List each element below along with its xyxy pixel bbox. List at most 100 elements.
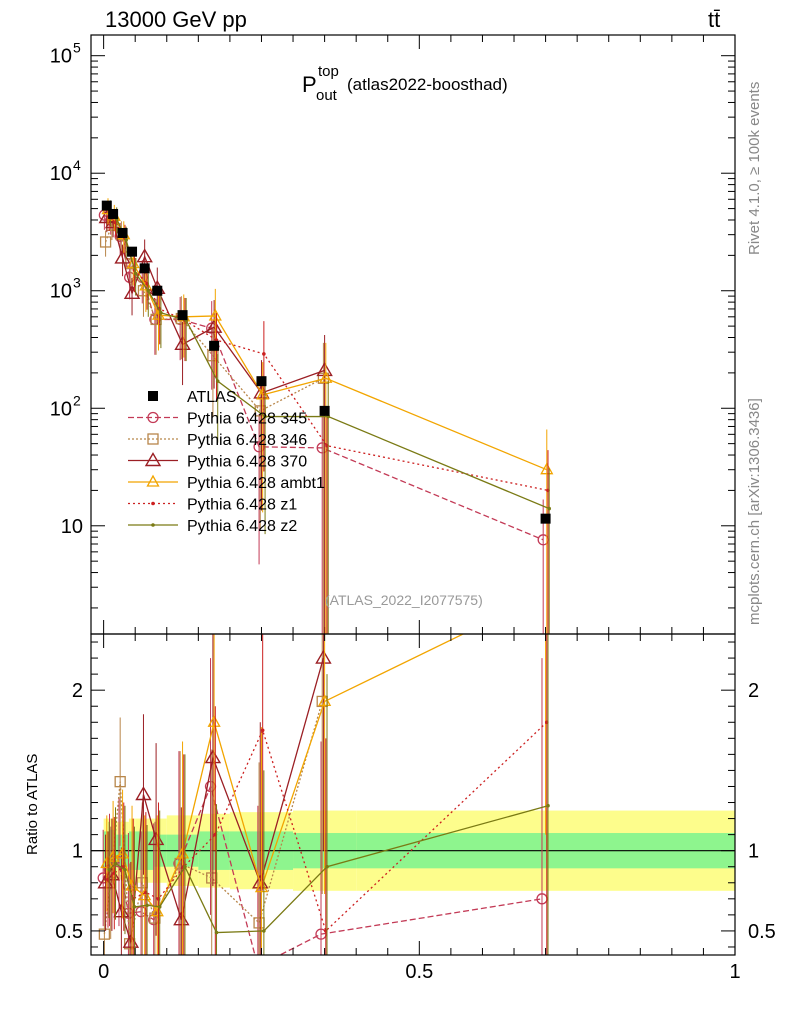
series-line-370 xyxy=(106,216,325,394)
ratio-point-370 xyxy=(204,749,222,764)
ratio-point-346 xyxy=(98,928,111,940)
legend-item-345: Pythia 6.428 345 xyxy=(128,411,307,428)
legend-label: ATLAS xyxy=(187,389,237,406)
legend-marker-z1 xyxy=(151,501,155,506)
ratio-series-370 xyxy=(97,634,332,955)
ratio-ytick-label: 1 xyxy=(72,841,83,863)
ratio-ytick-label-right: 0.5 xyxy=(748,921,776,943)
legend-item-346: Pythia 6.428 346 xyxy=(128,432,307,449)
ratio-point-345 xyxy=(253,961,263,971)
legend-marker-ambt1 xyxy=(146,474,160,487)
ratio-point-z2 xyxy=(183,864,187,869)
ratio-point-z2 xyxy=(107,868,111,872)
legend-label: Pythia 6.428 z2 xyxy=(187,518,297,535)
ratio-point-z2 xyxy=(262,929,266,933)
series-ambt1 xyxy=(101,198,554,634)
point-ATLAS xyxy=(209,340,220,351)
point-370 xyxy=(136,248,153,263)
point-z2 xyxy=(159,310,163,315)
ratio-line-370 xyxy=(105,657,325,943)
point-ATLAS xyxy=(540,513,551,524)
title-suffix: (atlas2022-boosthad) xyxy=(347,75,508,94)
point-ATLAS xyxy=(177,310,188,321)
ratio-panel: 0.5 0.5 1 1 2 2 0 0.5 1 xyxy=(55,633,776,983)
ratio-data xyxy=(97,634,550,971)
main-frame xyxy=(90,34,736,635)
point-z2 xyxy=(124,238,128,242)
ratio-point-z2 xyxy=(113,861,118,866)
main-ytick-label: 10 xyxy=(61,516,83,538)
ratio-xtick-label: 0.5 xyxy=(405,961,433,983)
point-ATLAS xyxy=(117,227,128,238)
main-ytick-label: 10 xyxy=(50,163,72,185)
ratio-point-370 xyxy=(315,649,332,664)
ratio-ytick-label: 2 xyxy=(72,680,83,702)
legend: ATLAS Pythia 6.428 345 Pythia 6.428 346 Pyt… xyxy=(128,389,325,535)
series-line-z2 xyxy=(109,211,550,510)
legend-marker-370 xyxy=(144,452,162,467)
ratio-line-z1 xyxy=(107,721,548,933)
ratio-ytick-label-right: 2 xyxy=(748,680,759,702)
ratio-ytick-label-right: 1 xyxy=(748,841,759,863)
legend-marker-z2 xyxy=(151,523,155,527)
legend-item-ATLAS: ATLAS xyxy=(148,389,237,406)
legend-marker-345 xyxy=(147,411,159,424)
ratio-point-z2 xyxy=(325,864,329,869)
point-346 xyxy=(99,236,112,248)
point-z2 xyxy=(133,271,138,276)
ratio-point-z2 xyxy=(214,930,219,935)
series-z2 xyxy=(108,200,551,634)
legend-label: Pythia 6.428 370 xyxy=(187,454,307,471)
point-z2 xyxy=(146,288,151,293)
ratio-point-z2 xyxy=(132,905,137,909)
title-sub: out xyxy=(316,87,338,104)
main-ytick-label: 10 xyxy=(50,46,72,68)
legend-item-ambt1: Pythia 6.428 ambt1 xyxy=(128,474,325,492)
point-ATLAS xyxy=(256,376,267,387)
main-ytick-exp: 5 xyxy=(73,40,81,56)
point-ambt1 xyxy=(319,370,333,383)
ratio-xtick-label: 0 xyxy=(98,961,109,983)
point-ATLAS xyxy=(101,200,112,211)
main-y-ticks xyxy=(91,55,735,609)
ratio-point-z2 xyxy=(123,868,127,872)
legend-label: Pythia 6.428 ambt1 xyxy=(187,475,325,492)
plot-title: P top out (atlas2022-boosthad) xyxy=(302,63,508,104)
point-ATLAS xyxy=(152,285,163,296)
main-x-ticks xyxy=(103,35,736,634)
point-z2 xyxy=(215,379,220,383)
legend-label: Pythia 6.428 z1 xyxy=(187,497,297,514)
point-ATLAS xyxy=(319,405,330,416)
ratio-point-346 xyxy=(114,776,126,788)
main-ytick-label: 10 xyxy=(50,398,72,420)
ratio-point-z2 xyxy=(145,903,149,908)
title-main: P xyxy=(302,72,317,97)
ratio-y-ticks xyxy=(91,641,735,948)
point-ambt1 xyxy=(208,308,222,321)
rivet-label: Rivet 4.1.0, ≥ 100k events xyxy=(746,82,763,255)
series-ATLAS xyxy=(101,200,551,524)
ratio-point-370 xyxy=(135,786,152,801)
legend-label: Pythia 6.428 345 xyxy=(187,411,307,428)
legend-item-370: Pythia 6.428 370 xyxy=(128,452,307,471)
mcplots-label: mcplots.cern.ch [arXiv:1306.3436] xyxy=(746,398,763,625)
legend-marker-ATLAS xyxy=(148,391,158,401)
ratio-ylabel: Ratio to ATLAS xyxy=(24,754,41,855)
header-left: 13000 GeV pp xyxy=(105,7,247,32)
ratio-series-z2 xyxy=(107,634,550,955)
main-ytick-exp: 2 xyxy=(73,392,81,408)
main-ytick-exp: 4 xyxy=(73,157,81,173)
ratio-xtick-label: 1 xyxy=(729,961,740,983)
legend-item-z1: Pythia 6.428 z1 xyxy=(128,497,297,514)
legend-item-z2: Pythia 6.428 z2 xyxy=(128,518,297,535)
legend-label: Pythia 6.428 346 xyxy=(187,432,307,449)
point-ATLAS xyxy=(139,263,150,274)
point-370 xyxy=(205,318,223,333)
header-right: tt̄ xyxy=(708,7,720,32)
point-ATLAS xyxy=(127,246,138,257)
ratio-x-ticks xyxy=(103,634,736,955)
point-z2 xyxy=(547,506,551,511)
legend-marker-346 xyxy=(147,433,159,445)
